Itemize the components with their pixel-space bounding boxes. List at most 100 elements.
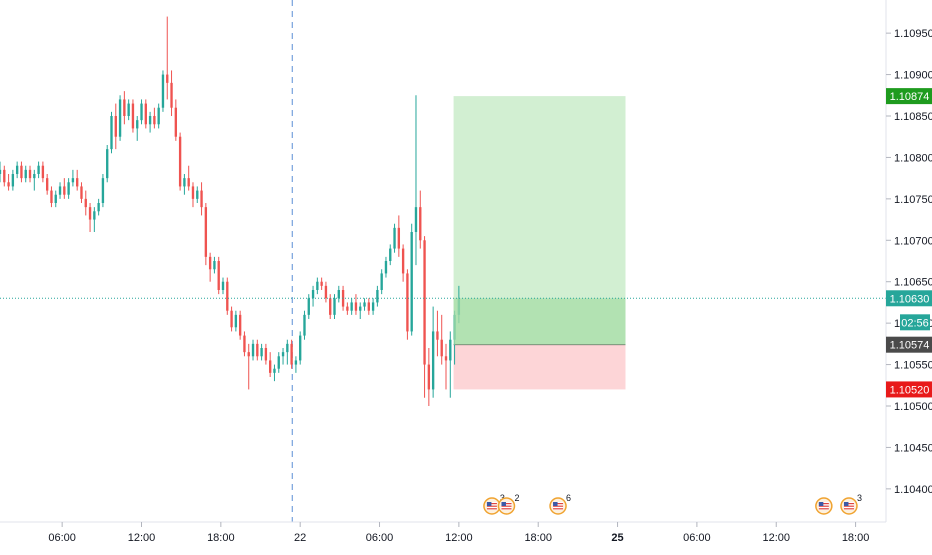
- price-label-text: 1.10630: [890, 293, 930, 305]
- candle-body: [45, 178, 49, 191]
- candle-body: [324, 285, 328, 299]
- candle-body: [427, 364, 431, 390]
- candle: [221, 277, 225, 295]
- candle: [123, 91, 126, 125]
- candle: [294, 356, 298, 373]
- candle-body: [161, 74, 165, 108]
- candle: [3, 165, 6, 187]
- candle-body: [148, 116, 152, 125]
- candle-body: [436, 331, 439, 340]
- candle: [131, 99, 135, 133]
- candle: [200, 182, 203, 216]
- candle: [183, 174, 186, 195]
- candle-body: [414, 207, 418, 232]
- candle-body: [251, 343, 255, 357]
- time-axis[interactable]: 06:00 12:00 18:00 22 06:00 12:00 18:00 25 06:00 1…: [48, 522, 869, 544]
- candle: [58, 182, 62, 199]
- candle-body: [401, 248, 405, 274]
- candle: [178, 132, 182, 191]
- candle-body: [423, 240, 426, 365]
- candle: [217, 256, 220, 295]
- candle: [251, 339, 255, 361]
- candle-body: [376, 290, 379, 303]
- candle: [88, 203, 92, 232]
- event-flag-icon[interactable]: 6: [549, 493, 571, 515]
- event-flag-icon[interactable]: 2: [497, 493, 519, 515]
- candle-body: [449, 339, 452, 361]
- price-label: 02:56: [900, 314, 930, 331]
- loss-zone[interactable]: [453, 344, 626, 390]
- candle-body: [397, 227, 401, 249]
- price-tick-label: 1.10450: [894, 442, 932, 454]
- candle: [324, 281, 328, 303]
- candle: [0, 161, 2, 183]
- candles: [0, 16, 461, 406]
- time-tick-label: 12:00: [445, 532, 473, 544]
- time-tick-label: 06:00: [366, 532, 394, 544]
- candle: [277, 352, 280, 373]
- candle: [166, 16, 169, 100]
- candle-body: [54, 194, 57, 203]
- price-label: 1.10630: [886, 290, 932, 307]
- price-tick-label: 1.10750: [894, 194, 932, 206]
- price-tick-label: 1.10500: [894, 401, 932, 413]
- candle: [84, 190, 87, 216]
- price-label: 1.10520: [886, 381, 932, 398]
- candle: [341, 285, 345, 311]
- candle: [337, 285, 340, 303]
- candle-body: [118, 99, 122, 137]
- candle: [444, 343, 448, 390]
- price-axis[interactable]: 1.10950 1.10900 1.10850 1.10800 1.10750 1.107…: [886, 28, 932, 496]
- candle-body: [238, 314, 242, 336]
- event-flag-icon[interactable]: [815, 497, 833, 515]
- candle-body: [106, 149, 109, 179]
- event-count: 3: [500, 493, 505, 503]
- candle: [101, 174, 105, 208]
- candle: [316, 277, 319, 295]
- candle-body: [256, 343, 259, 357]
- price-tick-label: 1.10800: [894, 152, 932, 164]
- candle: [431, 306, 435, 398]
- candle: [419, 190, 422, 249]
- time-tick-label: 18:00: [842, 532, 870, 544]
- candle-body: [67, 182, 70, 195]
- candle: [71, 169, 75, 187]
- candle: [63, 178, 66, 199]
- position-profit-overlap: [453, 298, 626, 345]
- price-label-bg: [886, 336, 932, 353]
- event-count: 2: [514, 493, 519, 503]
- candle: [7, 174, 10, 191]
- candle: [406, 269, 409, 340]
- price-tick-label: 1.10700: [894, 235, 932, 247]
- candle-body: [268, 360, 272, 373]
- candle-body: [0, 169, 2, 174]
- candle-body: [311, 290, 315, 299]
- time-tick-label: 22: [294, 532, 306, 544]
- candle: [226, 277, 229, 315]
- candle-body: [157, 107, 160, 125]
- candle-body: [337, 290, 340, 299]
- candle: [273, 364, 276, 382]
- price-label-bg: [900, 314, 930, 331]
- candle: [384, 256, 388, 278]
- event-flag-icon[interactable]: 3: [840, 493, 862, 515]
- candle-body: [174, 107, 178, 137]
- candle-body: [341, 290, 345, 307]
- candle: [37, 161, 40, 179]
- price-label-bg: [886, 290, 932, 307]
- long-position-tool[interactable]: [453, 96, 626, 390]
- candle-body: [277, 356, 280, 369]
- candle-body: [3, 169, 6, 183]
- candle-body: [178, 136, 182, 187]
- candle-body: [346, 306, 349, 311]
- candle-body: [320, 281, 323, 286]
- candle: [234, 310, 238, 332]
- candle-body: [101, 178, 105, 203]
- candle: [114, 103, 117, 150]
- candle-body: [286, 343, 289, 353]
- time-tick-label: 18:00: [524, 532, 552, 544]
- price-label-text: 02:56: [901, 317, 929, 329]
